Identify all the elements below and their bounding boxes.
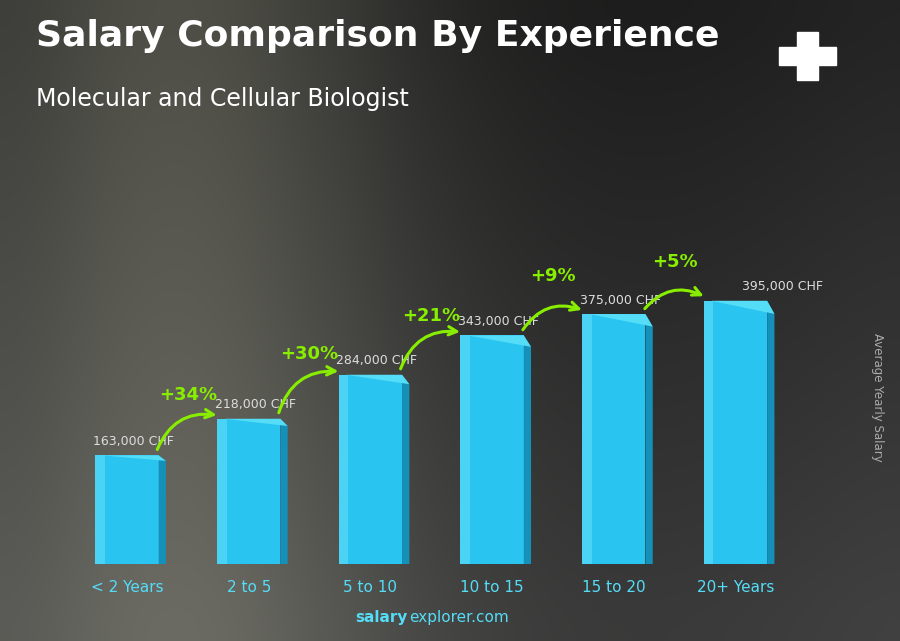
- Text: 375,000 CHF: 375,000 CHF: [580, 294, 661, 307]
- Text: Salary Comparison By Experience: Salary Comparison By Experience: [36, 19, 719, 53]
- Polygon shape: [767, 301, 775, 564]
- Bar: [779, 47, 835, 65]
- FancyBboxPatch shape: [582, 314, 645, 564]
- Text: 15 to 20: 15 to 20: [582, 580, 645, 595]
- Text: 395,000 CHF: 395,000 CHF: [742, 280, 823, 294]
- FancyBboxPatch shape: [582, 314, 591, 564]
- Polygon shape: [704, 301, 775, 314]
- Polygon shape: [582, 314, 652, 327]
- Text: 20+ Years: 20+ Years: [697, 580, 774, 595]
- Text: explorer.com: explorer.com: [410, 610, 509, 625]
- FancyBboxPatch shape: [95, 455, 158, 564]
- FancyBboxPatch shape: [461, 335, 524, 564]
- Polygon shape: [402, 375, 410, 564]
- Text: Molecular and Cellular Biologist: Molecular and Cellular Biologist: [36, 87, 409, 110]
- Text: +30%: +30%: [281, 345, 338, 363]
- Polygon shape: [338, 375, 410, 384]
- Text: Average Yearly Salary: Average Yearly Salary: [871, 333, 884, 462]
- Text: 284,000 CHF: 284,000 CHF: [337, 354, 418, 367]
- Polygon shape: [95, 455, 166, 461]
- Text: 2 to 5: 2 to 5: [227, 580, 271, 595]
- Text: +5%: +5%: [652, 253, 698, 271]
- FancyBboxPatch shape: [338, 375, 402, 564]
- Text: +21%: +21%: [402, 307, 460, 325]
- FancyBboxPatch shape: [704, 301, 714, 564]
- FancyBboxPatch shape: [461, 335, 470, 564]
- FancyBboxPatch shape: [338, 375, 348, 564]
- FancyBboxPatch shape: [217, 419, 227, 564]
- Text: 163,000 CHF: 163,000 CHF: [93, 435, 174, 448]
- FancyBboxPatch shape: [95, 455, 105, 564]
- Text: 10 to 15: 10 to 15: [460, 580, 524, 595]
- Polygon shape: [217, 419, 288, 426]
- Text: 343,000 CHF: 343,000 CHF: [458, 315, 539, 328]
- Text: < 2 Years: < 2 Years: [91, 580, 163, 595]
- Polygon shape: [645, 314, 652, 564]
- Polygon shape: [524, 335, 531, 564]
- Polygon shape: [461, 335, 531, 347]
- Text: +34%: +34%: [158, 386, 217, 404]
- Text: 5 to 10: 5 to 10: [344, 580, 398, 595]
- FancyBboxPatch shape: [704, 301, 767, 564]
- FancyBboxPatch shape: [217, 419, 281, 564]
- Text: salary: salary: [356, 610, 408, 625]
- Bar: [796, 33, 818, 79]
- Polygon shape: [281, 419, 288, 564]
- Text: +9%: +9%: [530, 267, 576, 285]
- Text: 218,000 CHF: 218,000 CHF: [214, 399, 295, 412]
- Polygon shape: [158, 455, 166, 564]
